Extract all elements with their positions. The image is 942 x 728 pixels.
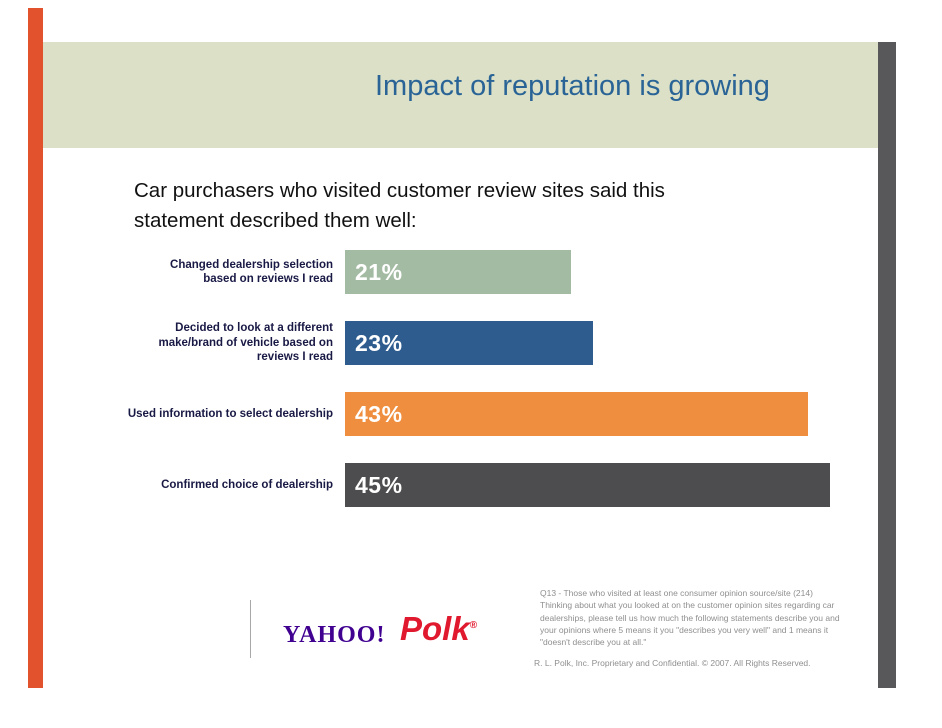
polk-logo: Polk® [400,610,477,648]
footnote-text: Q13 - Those who visited at least one con… [540,588,840,648]
bar-category-label: Used information to select dealership [127,407,333,420]
right-accent-stripe [878,42,896,688]
bar-value-label: 43% [355,400,403,427]
bar-value-label: 23% [355,329,403,356]
chart-row: Confirmed choice of dealership 45% [108,463,830,507]
slide-subtitle: Car purchasers who visited customer revi… [134,179,665,232]
bar-value-label: 45% [355,471,403,498]
bar-track: 21% [345,250,830,294]
header-band [43,42,878,148]
bar: 43% [345,392,809,436]
footer-divider [250,600,251,658]
yahoo-logo: YAHOO! [283,622,386,648]
bar-category-label: Confirmed choice of dealership [161,478,333,491]
bar: 45% [345,463,830,507]
copyright-text: R. L. Polk, Inc. Proprietary and Confide… [534,658,811,668]
bar-category-label: Decided to look at a different make/bran… [158,322,333,364]
slide-title: Impact of reputation is growing [375,70,770,102]
bar-track: 45% [345,463,830,507]
bar: 21% [345,250,572,294]
chart-row: Used information to select dealership 43% [108,392,830,436]
bar-value-label: 21% [355,258,403,285]
polk-logo-text: Polk [400,610,470,647]
chart-row: Changed dealership selection based on re… [108,250,830,294]
bar-track: 43% [345,392,830,436]
left-accent-stripe [28,8,43,688]
bar: 23% [345,321,593,365]
bar-chart: Changed dealership selection based on re… [108,250,830,534]
registered-mark: ® [469,620,478,631]
bar-track: 23% [345,321,830,365]
chart-row: Decided to look at a different make/bran… [108,321,830,365]
bar-category-label: Changed dealership selection based on re… [170,258,333,285]
